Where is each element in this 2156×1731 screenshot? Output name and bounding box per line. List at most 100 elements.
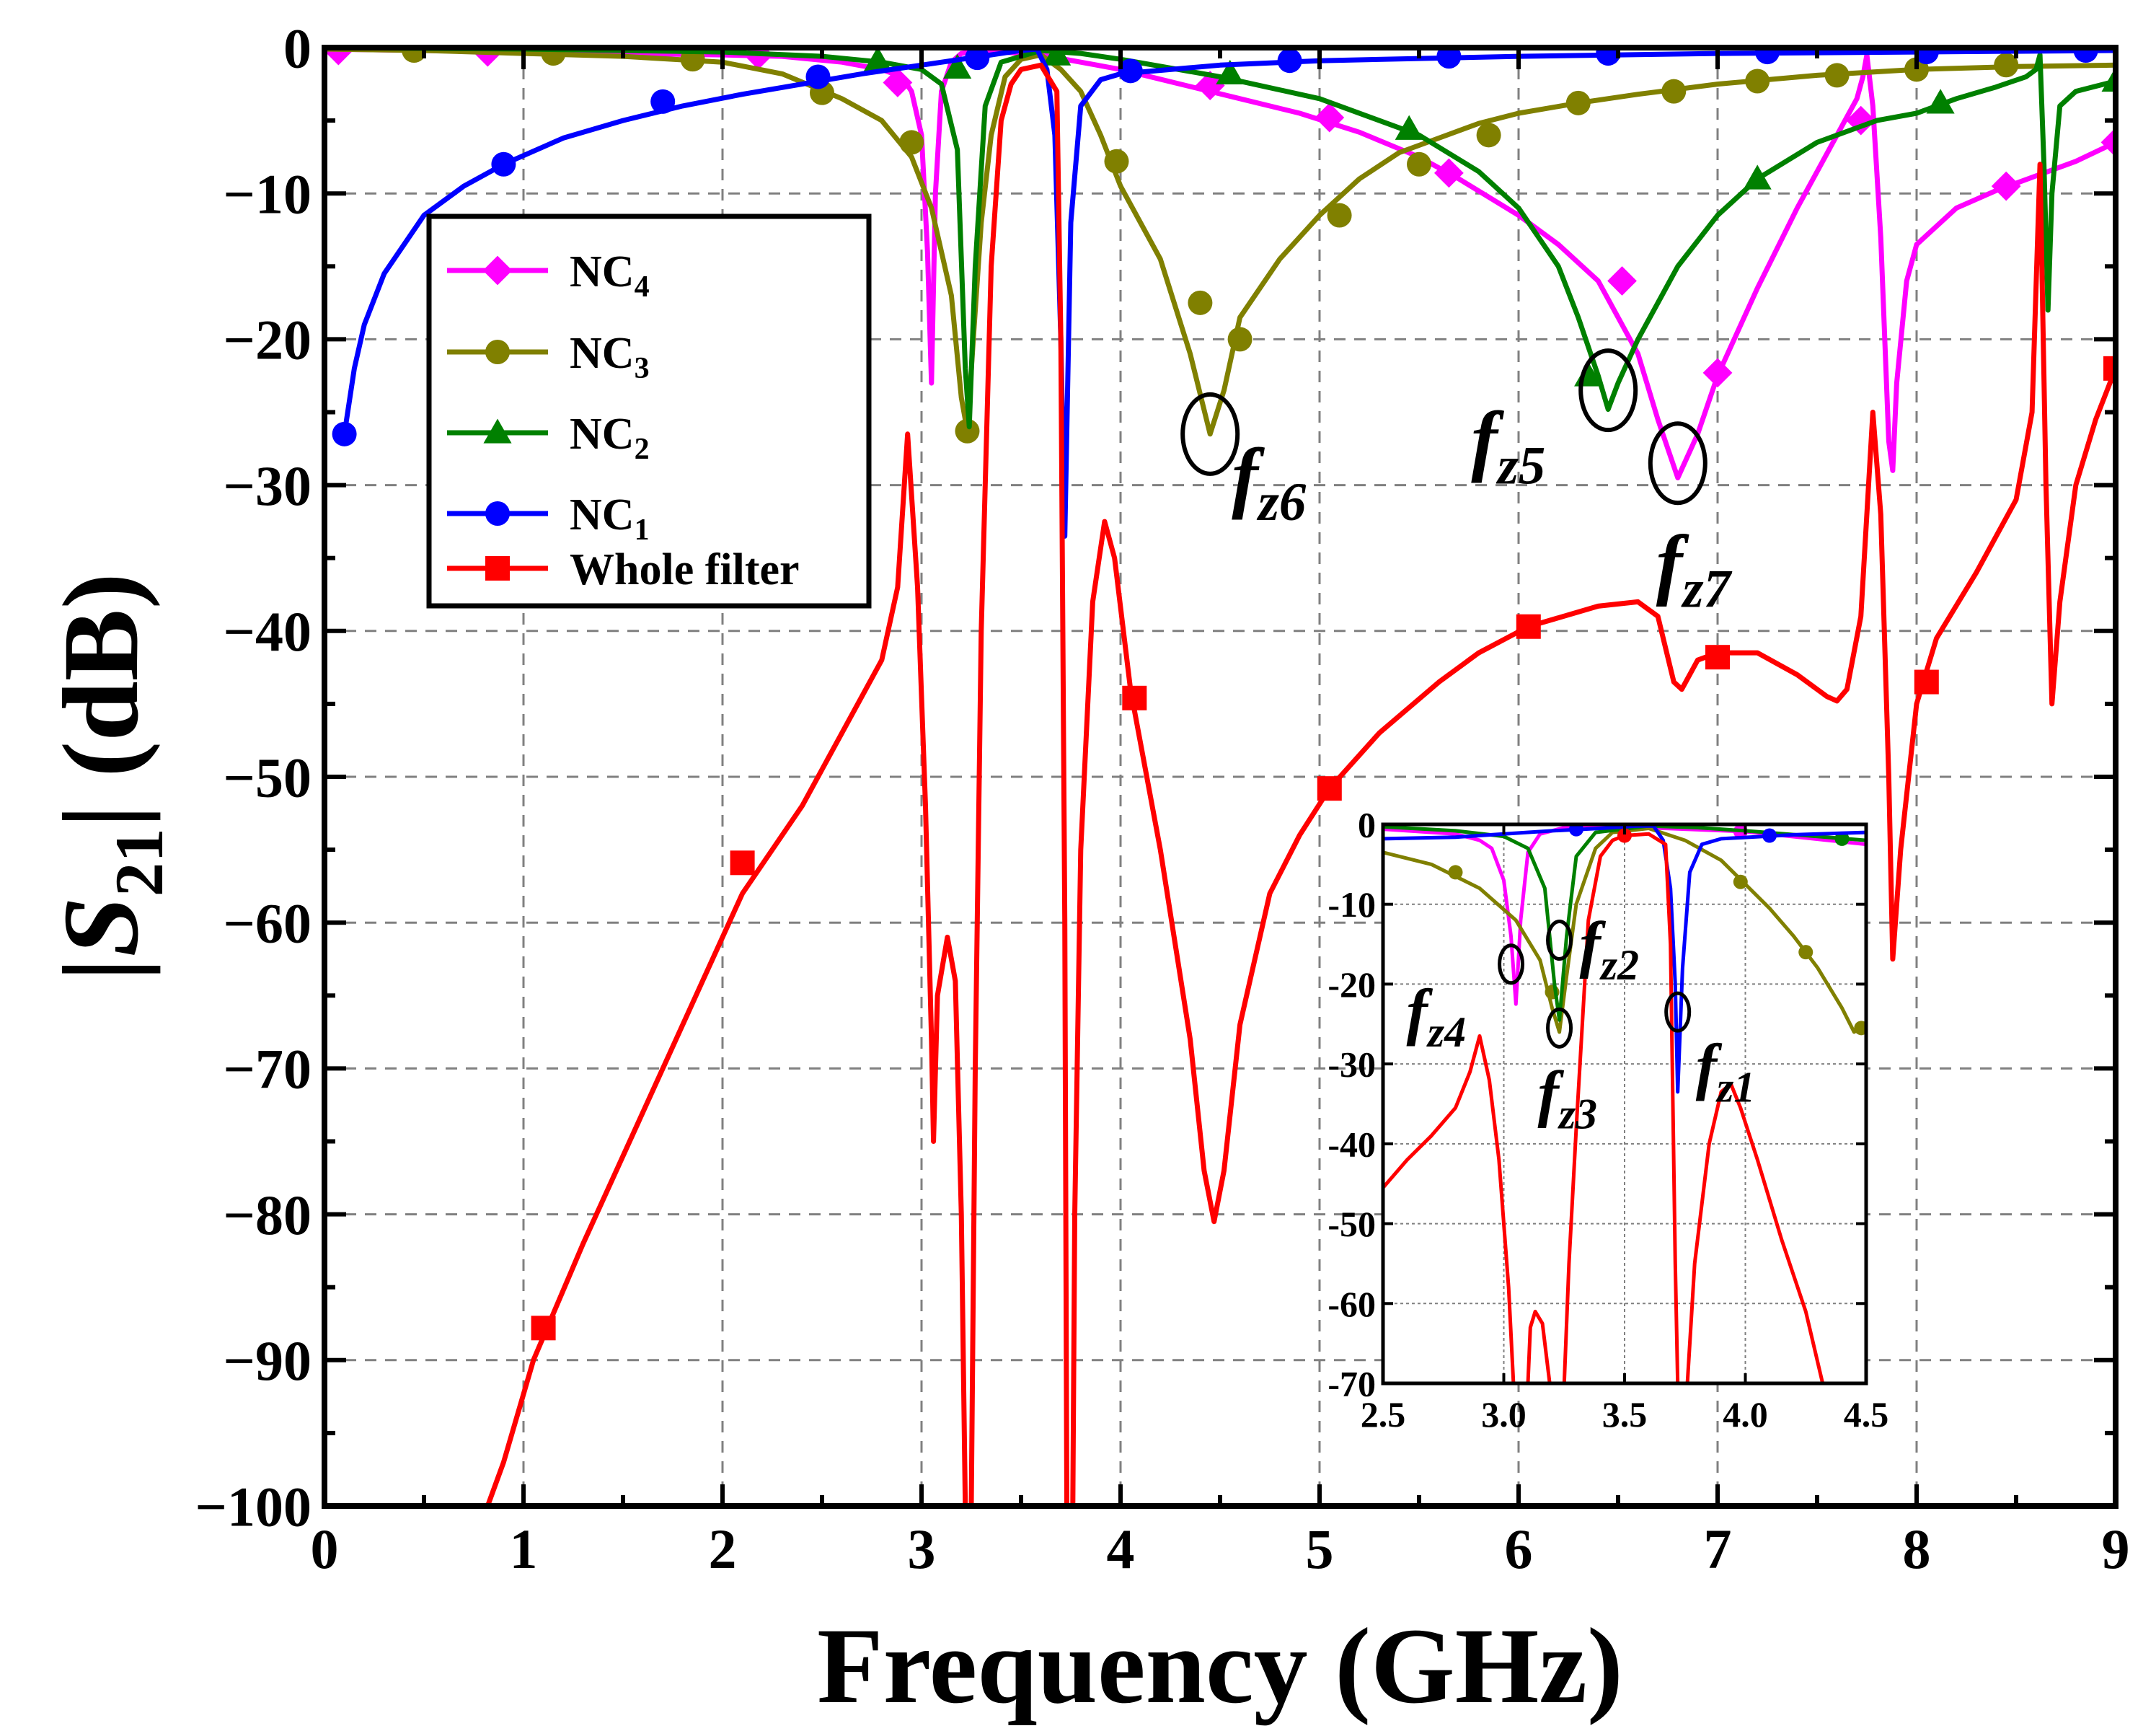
legend-label-whole-filter: Whole filter <box>570 545 800 594</box>
x-axis-title: Frequency (GHz) <box>817 1606 1623 1726</box>
main-marker-nc2 <box>1216 59 1245 85</box>
main-x-tick-label: 0 <box>311 1518 339 1580</box>
inset-x-tick-label: 2.5 <box>1361 1394 1406 1435</box>
main-marker-nc1 <box>332 421 357 446</box>
main-marker-nc1 <box>805 64 831 89</box>
main-annotation-ellipse-z5 <box>1578 348 1638 433</box>
main-marker-nc3 <box>955 418 980 444</box>
main-marker-nc4 <box>1702 358 1733 388</box>
y-axis-title-suffix: | (dB) <box>41 573 161 828</box>
main-marker-whole-filter <box>1516 614 1541 639</box>
legend-label-name-nc2: NC <box>570 410 635 459</box>
main-annotation-ellipse-z7 <box>1648 421 1707 506</box>
inset-x-tick-label: 3.0 <box>1481 1394 1527 1435</box>
inset-x-tick-label: 4.5 <box>1844 1394 1889 1435</box>
legend-marker-nc1 <box>485 501 510 526</box>
main-marker-whole-filter <box>1705 645 1730 670</box>
inset-gridlines <box>1383 824 1866 1383</box>
inset-annotation-sub-z1: z1 <box>1715 1064 1755 1111</box>
inset-y-tick-label: -30 <box>1327 1044 1376 1085</box>
main-ticks: 0 1 2 3 4 5 6 7 8 9 0 −10 −20 −30 −40 −50 −60 −70 −80 −90 −1… <box>195 17 2130 1580</box>
main-marker-nc1 <box>965 48 990 71</box>
main-marker-nc1 <box>1277 48 1302 74</box>
inset-series-group <box>1383 824 1866 1383</box>
y-axis-title-subscript: 21 <box>101 828 177 897</box>
main-annotation-sub-z6: z6 <box>1256 472 1307 532</box>
legend-label-name-nc4: NC <box>570 247 635 296</box>
inset-marker-nc2 <box>1834 831 1850 846</box>
main-marker-nc3 <box>1327 203 1352 228</box>
inset-annotation-label-z3: fz3 <box>1538 1059 1598 1137</box>
inset-series-line-nc2 <box>1383 824 1866 1022</box>
inset-y-tick-label: -70 <box>1327 1364 1376 1404</box>
main-marker-nc2 <box>1395 115 1423 140</box>
main-x-tick-label: 9 <box>2102 1518 2130 1580</box>
main-x-tick-label: 2 <box>709 1518 737 1580</box>
main-marker-nc3 <box>1745 69 1770 94</box>
legend-marker-whole-filter <box>485 556 510 581</box>
main-marker-nc2 <box>863 48 892 71</box>
main-y-tick-label: −40 <box>224 600 312 663</box>
legend-box <box>426 213 872 609</box>
main-series-line-whole-filter <box>485 62 2116 1506</box>
inset-y-tick-label: -60 <box>1327 1284 1376 1324</box>
main-x-tick-label: 5 <box>1306 1518 1334 1580</box>
inset-marker-nc3 <box>1798 945 1813 960</box>
main-annotation-ellipse-z6 <box>1180 392 1240 476</box>
main-marker-nc3 <box>541 48 566 66</box>
main-marker-nc2 <box>2101 66 2116 92</box>
main-x-tick-label: 1 <box>510 1518 538 1580</box>
legend-label-sub-nc3: 3 <box>635 352 650 385</box>
legend-label-nc3: NC3 <box>570 329 650 385</box>
main-marker-nc3 <box>1994 53 2019 78</box>
main-marker-whole-filter <box>1317 776 1342 801</box>
main-x-tick-label: 8 <box>1903 1518 1931 1580</box>
main-marker-nc3 <box>402 48 427 63</box>
main-x-tick-label: 7 <box>1704 1518 1732 1580</box>
main-series-line-nc2 <box>324 48 2116 430</box>
inset-annotation-label-z1: fz1 <box>1696 1032 1756 1111</box>
inset-annotation-sub-z4: z4 <box>1426 1008 1466 1056</box>
inset-y-tick-label: -20 <box>1327 964 1376 1005</box>
legend-label-nc4: NC4 <box>570 247 650 304</box>
main-marker-nc1 <box>1914 48 1939 65</box>
main-y-tick-label: −90 <box>224 1329 312 1392</box>
main-marker-nc3 <box>1407 151 1431 177</box>
main-marker-nc2 <box>1743 164 1772 190</box>
inset-series-line-whole-filter <box>1383 832 1825 1383</box>
legend-label-sub-nc4: 4 <box>635 270 650 304</box>
inset-y-tick-label: -50 <box>1327 1204 1376 1244</box>
legend-label-nc1: NC1 <box>570 490 650 547</box>
inset-annotation-ellipse-z3 <box>1546 1007 1573 1049</box>
main-annotation-sub-z5: z5 <box>1495 436 1546 495</box>
inset-marker-nc3 <box>1733 874 1748 889</box>
main-marker-nc2 <box>1043 48 1072 66</box>
legend-label-sub-nc2: 2 <box>635 433 650 466</box>
inset-annotation-ellipse-z4 <box>1498 943 1525 985</box>
inset-marker-whole-filter <box>1617 828 1632 843</box>
main-marker-whole-filter <box>531 1316 556 1341</box>
legend-label-nc2: NC2 <box>570 410 650 466</box>
main-y-tick-label: −70 <box>224 1038 312 1101</box>
inset-marker-nc1 <box>1569 824 1583 837</box>
inset-marker-nc3 <box>1448 865 1463 880</box>
legend-marker-nc3 <box>485 340 510 364</box>
main-marker-nc1 <box>1755 48 1780 65</box>
main-marker-whole-filter <box>2103 356 2116 381</box>
legend-label-name-nc1: NC <box>570 490 635 539</box>
main-y-tick-label: −80 <box>224 1184 312 1246</box>
main-y-tick-label: 0 <box>283 17 312 79</box>
main-marker-nc3 <box>1824 63 1850 88</box>
main-marker-nc3 <box>899 130 924 155</box>
inset-series-line-nc1 <box>1383 824 1866 1094</box>
main-marker-nc1 <box>1596 48 1621 66</box>
main-x-tick-label: 4 <box>1107 1518 1135 1580</box>
y-axis-title: |S21| (dB) <box>41 573 177 980</box>
inset-ticks: 2.5 3.0 3.5 4.0 4.5 0 -10 -20 -30 -40 -50 -60 -70 <box>1327 805 1888 1435</box>
inset-y-tick-label: -40 <box>1327 1124 1376 1164</box>
main-marker-nc4 <box>1315 102 1345 133</box>
inset-x-tick-label: 4.0 <box>1723 1394 1768 1435</box>
main-marker-nc3 <box>1476 123 1501 148</box>
